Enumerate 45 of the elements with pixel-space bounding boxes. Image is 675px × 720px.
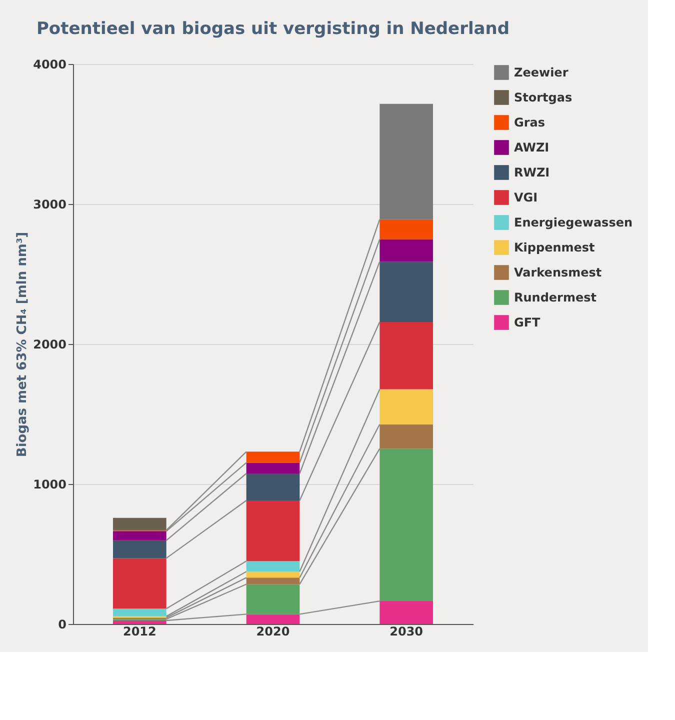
bar [113,608,166,616]
x-tick-label: 2020 [256,624,290,638]
bar [246,584,300,614]
bar [246,572,300,578]
legend-label: Stortgas [514,90,572,104]
bar [113,558,166,609]
bar [246,500,300,562]
bar [246,561,300,572]
bar [246,474,300,501]
bar [380,322,433,390]
bar [380,389,433,424]
bar [246,578,300,584]
x-tick-label: 2012 [122,624,156,638]
bar [380,239,433,262]
legend-label: Kippenmest [514,240,596,254]
y-tick-label: 2000 [33,338,66,352]
x-tick-label: 2030 [390,624,424,638]
y-tick-label: 3000 [33,198,66,212]
bar [380,104,433,220]
legend-label: AWZI [514,140,550,154]
bar [380,601,433,624]
bar [246,462,300,474]
legend-label: Energiegewassen [514,216,633,230]
bar [380,219,433,240]
legend-label: VGI [514,190,538,204]
legend-label: Varkensmest [514,266,602,280]
y-tick-label: 4000 [33,58,66,72]
y-tick-label: 0 [58,618,66,632]
legend-label: Gras [514,116,546,130]
bar [246,452,300,463]
legend-label: Zeewier [514,66,568,80]
bar [113,531,166,540]
bar [380,424,433,449]
legend-label: GFT [514,316,542,330]
bar [380,448,433,602]
bar [113,540,166,558]
bar [113,620,166,624]
legend-label: RWZI [514,166,550,180]
bar [113,518,166,530]
bar [380,262,433,322]
chart-title: Potentieel van biogas uit vergisting in Nederland [36,19,510,39]
legend-label: Rundermest [514,290,597,304]
bar [246,614,300,624]
y-axis-title: Biogas met 63% CH₄ [mln nm³] [15,232,30,458]
y-tick-label: 1000 [33,478,66,492]
